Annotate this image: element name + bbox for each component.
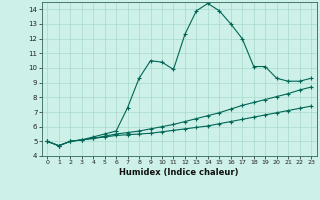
X-axis label: Humidex (Indice chaleur): Humidex (Indice chaleur): [119, 168, 239, 177]
